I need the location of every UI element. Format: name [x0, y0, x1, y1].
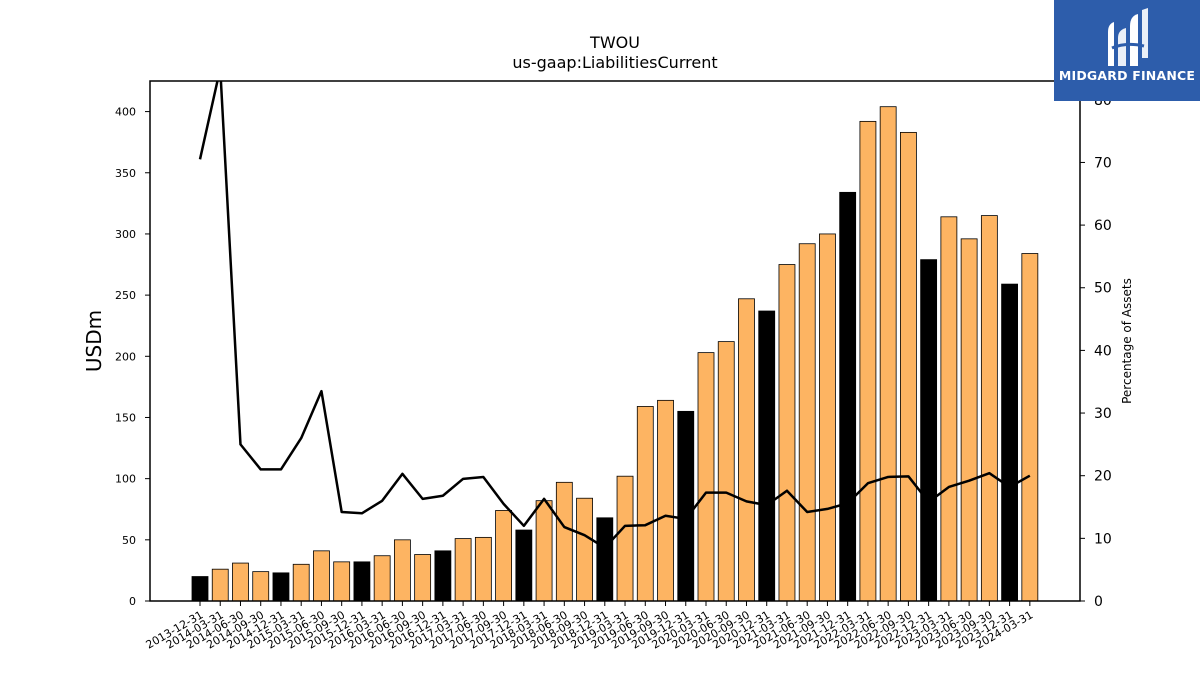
bar: [576, 497, 593, 602]
y2-tick-label: 20: [1094, 469, 1112, 485]
percentage-line: [198, 81, 1031, 549]
bar: [353, 561, 371, 602]
bar: [414, 554, 432, 602]
y-axis-label: USDm: [82, 310, 106, 372]
bar: [393, 539, 411, 602]
y-tick-label: 250: [115, 289, 136, 302]
y-tick-label: 200: [115, 350, 136, 363]
bar: [555, 481, 573, 602]
y2-tick-label: 50: [1094, 281, 1112, 297]
bar: [778, 264, 796, 602]
bar: [292, 563, 310, 602]
y2-tick-label: 70: [1094, 155, 1112, 171]
bar: [252, 571, 270, 602]
y2-tick-label: 30: [1094, 406, 1112, 422]
y-tick-label: 0: [129, 595, 136, 608]
y-tick-label: 400: [115, 106, 136, 119]
y2-axis-label: Percentage of Assets: [1120, 278, 1134, 404]
bar: [717, 341, 735, 602]
bar: [1001, 283, 1018, 602]
right-axis: 01020304050607080: [1080, 93, 1112, 610]
y-tick-label: 350: [115, 167, 136, 180]
bar: [738, 298, 755, 602]
bar: [191, 576, 209, 602]
bar: [798, 243, 816, 602]
logo-text: MIDGARD FINANCE: [1058, 68, 1196, 83]
y2-tick-label: 0: [1094, 594, 1103, 610]
bar: [879, 106, 897, 602]
bar: [960, 238, 978, 602]
bar: [1021, 253, 1039, 602]
bar: [900, 131, 917, 602]
bar-series: [191, 106, 1039, 602]
y-tick-label: 300: [115, 228, 136, 241]
bar: [920, 259, 938, 602]
bar: [211, 568, 229, 602]
bar: [596, 517, 614, 602]
bar: [272, 572, 290, 602]
y2-tick-label: 10: [1094, 531, 1112, 547]
bar: [454, 538, 472, 602]
bar: [495, 510, 513, 602]
left-axis: 0 50 100 150 200 250 300 350 400: [115, 106, 150, 608]
chart-subtitle: us-gaap:LiabilitiesCurrent: [512, 53, 717, 72]
bar: [636, 406, 654, 602]
bar: [940, 216, 958, 602]
midgard-logo-icon: [1108, 8, 1148, 66]
line-series: [198, 81, 1031, 549]
logo: MIDGARD FINANCE: [1054, 0, 1200, 101]
bar: [819, 233, 836, 602]
bar: [373, 555, 391, 602]
y-tick-label: 150: [115, 411, 136, 424]
plot-frame: [149, 80, 1081, 602]
y2-tick-label: 40: [1094, 343, 1112, 359]
bar: [758, 310, 776, 602]
bar: [232, 562, 249, 602]
bar: [434, 550, 452, 602]
bar: [333, 561, 351, 602]
bar: [677, 410, 695, 602]
bar: [839, 191, 857, 602]
bar: [657, 399, 674, 602]
bar: [859, 120, 877, 602]
bar: [980, 215, 998, 602]
bar: [535, 500, 553, 602]
chart-title: TWOU: [589, 33, 640, 52]
bar: [616, 475, 634, 602]
bar: [474, 536, 492, 602]
y2-tick-label: 60: [1094, 218, 1112, 234]
y-tick-label: 50: [122, 534, 136, 547]
bar: [515, 529, 533, 602]
x-axis: 2013-12-312014-03-312014-06-302014-09-30…: [144, 601, 1035, 652]
bar: [313, 550, 330, 602]
bar: [697, 352, 715, 602]
y-tick-label: 100: [115, 473, 136, 486]
